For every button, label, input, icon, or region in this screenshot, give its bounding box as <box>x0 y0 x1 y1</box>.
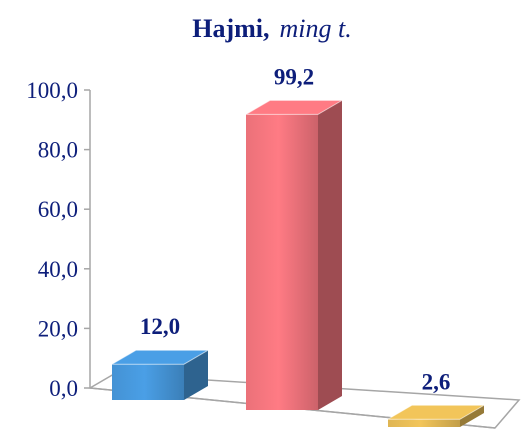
data-label: 12,0 <box>140 314 180 339</box>
bar-top-face <box>244 99 344 115</box>
bar <box>386 404 486 427</box>
bar-front-face <box>388 419 460 427</box>
bar-side-face <box>460 405 484 427</box>
y-tick-label: 100,0 <box>26 78 78 103</box>
y-tick-label: 20,0 <box>38 316 78 341</box>
bar <box>244 99 344 410</box>
y-tick-label: 80,0 <box>38 138 78 163</box>
bar-side-face <box>318 100 342 410</box>
chart-title-text: Hajmi, <box>192 14 269 43</box>
bar-front-face <box>246 114 318 410</box>
bar-top-face <box>110 349 210 365</box>
data-label: 99,2 <box>274 64 314 89</box>
chart-title: Hajmi, ming t. <box>192 14 352 43</box>
bar-top-face <box>386 404 486 420</box>
y-tick-label: 0,0 <box>49 376 78 401</box>
chart-title-unit: ming t. <box>280 14 352 43</box>
y-axis-ticks: 0,0 20,0 40,0 60,0 80,0 100,0 <box>26 78 90 401</box>
y-tick-label: 60,0 <box>38 197 78 222</box>
data-label: 2,6 <box>422 369 451 394</box>
bar-series <box>110 99 486 427</box>
bar-front-face <box>112 364 184 400</box>
bar-side-face <box>184 350 208 400</box>
data-labels: 12,0 99,2 2,6 <box>140 64 451 394</box>
bar <box>110 349 210 400</box>
y-tick-label: 40,0 <box>38 257 78 282</box>
